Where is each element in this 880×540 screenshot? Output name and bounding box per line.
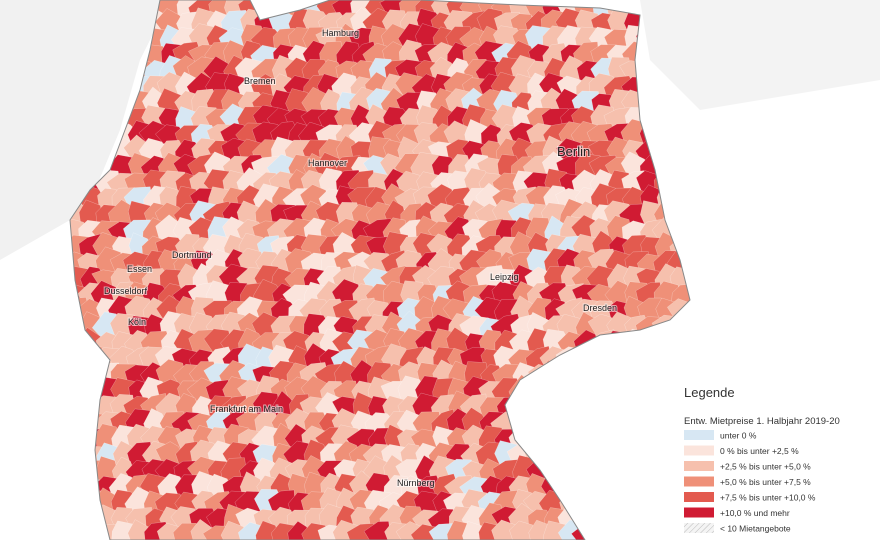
region bbox=[255, 520, 282, 540]
legend-label: +5,0 % bis unter +7,5 % bbox=[720, 477, 811, 487]
city-label: Köln bbox=[128, 317, 146, 327]
legend-label: unter 0 % bbox=[720, 431, 757, 441]
legend-label: +7,5 % bis unter +10,0 % bbox=[720, 493, 816, 503]
neighbor-land bbox=[640, 0, 880, 110]
city-label: Frankfurt am Main bbox=[210, 404, 283, 414]
legend-swatch bbox=[684, 492, 714, 502]
city-label: Hamburg bbox=[322, 28, 359, 38]
city-label: Hannover bbox=[308, 158, 347, 168]
region bbox=[363, 521, 392, 540]
legend-swatch bbox=[684, 461, 714, 471]
legend-swatch bbox=[684, 523, 714, 533]
legend-label: +2,5 % bis unter +5,0 % bbox=[720, 462, 811, 472]
neighbor-land bbox=[0, 0, 170, 260]
city-label: Nürnberg bbox=[397, 478, 435, 488]
city-labels: Hamburg Bremen Hannover Berlin Dortmund … bbox=[103, 27, 618, 489]
legend-swatch bbox=[684, 430, 714, 440]
city-label: Essen bbox=[127, 264, 152, 274]
city-label: Dusseldorf bbox=[104, 286, 148, 296]
legend-title: Legende bbox=[684, 385, 735, 400]
legend-subtitle: Entw. Mietpreise 1. Halbjahr 2019-20 bbox=[684, 416, 840, 427]
legend: Legende Entw. Mietpreise 1. Halbjahr 201… bbox=[684, 385, 840, 534]
city-label: Bremen bbox=[244, 76, 276, 86]
legend-label: +10,0 % und mehr bbox=[720, 508, 790, 518]
legend-swatch bbox=[684, 476, 714, 487]
legend-label: < 10 Mietangebote bbox=[720, 524, 791, 534]
city-label: Berlin bbox=[557, 144, 590, 159]
legend-swatch bbox=[684, 507, 714, 518]
city-label: Dortmund bbox=[172, 250, 212, 260]
city-label: Dresden bbox=[583, 303, 617, 313]
legend-swatch bbox=[684, 445, 714, 456]
region bbox=[220, 520, 250, 540]
city-label: Leipzig bbox=[490, 272, 519, 282]
legend-label: 0 % bis unter +2,5 % bbox=[720, 446, 799, 456]
